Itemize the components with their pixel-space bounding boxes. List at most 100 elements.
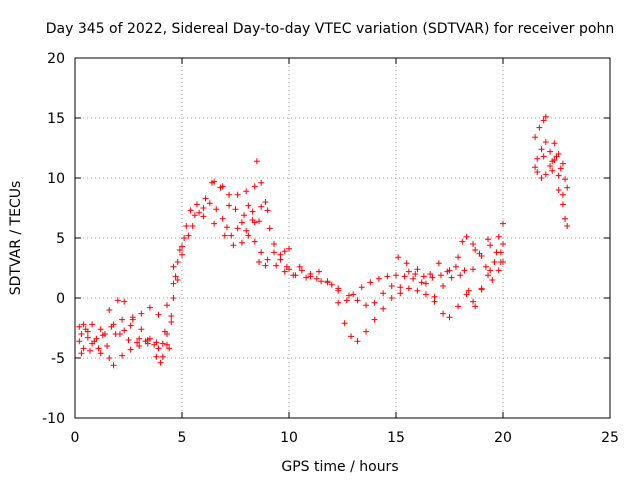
data-point	[153, 353, 160, 360]
data-point	[384, 273, 391, 280]
data-point	[455, 254, 462, 261]
data-point	[262, 262, 269, 269]
data-point	[266, 225, 273, 232]
data-point	[249, 217, 256, 223]
data-point	[228, 232, 235, 239]
data-point	[478, 285, 485, 292]
data-point	[422, 291, 429, 298]
data-point	[371, 299, 378, 306]
data-point	[251, 183, 258, 190]
data-point	[532, 164, 539, 171]
data-point	[363, 328, 370, 335]
data-point	[166, 345, 173, 352]
data-point	[238, 239, 245, 246]
data-point	[405, 268, 412, 275]
data-point	[223, 224, 230, 231]
data-point	[440, 310, 447, 317]
data-point	[136, 343, 143, 349]
data-point	[431, 293, 438, 300]
data-point	[470, 241, 477, 247]
y-tick-label: 20	[47, 51, 65, 67]
data-point	[465, 287, 472, 294]
data-point	[119, 316, 126, 323]
data-point	[380, 305, 387, 312]
data-point	[412, 271, 419, 277]
data-point	[532, 134, 539, 141]
data-point	[405, 285, 412, 292]
data-point	[161, 328, 168, 335]
data-point	[116, 331, 123, 337]
data-point	[472, 303, 479, 310]
data-point	[245, 232, 252, 239]
data-point	[420, 273, 427, 280]
x-tick-label: 20	[494, 430, 512, 446]
data-point	[363, 302, 370, 309]
data-point	[555, 151, 562, 157]
data-point	[200, 213, 207, 220]
x-tick-label: 0	[71, 430, 80, 446]
data-point	[380, 290, 387, 297]
y-tick-label: 5	[56, 231, 65, 247]
data-point	[345, 292, 352, 299]
data-point	[136, 335, 143, 342]
data-point	[164, 302, 171, 309]
data-point	[172, 273, 179, 280]
data-point	[495, 267, 502, 274]
data-point	[343, 297, 350, 304]
data-point	[500, 220, 506, 227]
x-tick-label: 5	[178, 430, 187, 446]
data-point	[200, 205, 207, 211]
data-point	[80, 345, 87, 352]
data-point	[564, 184, 571, 191]
data-point	[97, 326, 104, 333]
data-point	[234, 191, 241, 198]
x-axis-label: GPS time / hours	[281, 459, 398, 475]
data-point	[437, 272, 444, 279]
data-point	[497, 249, 504, 256]
data-point	[91, 338, 98, 345]
data-point	[277, 251, 284, 258]
data-point	[463, 233, 470, 240]
data-point	[542, 139, 549, 145]
data-point	[440, 283, 447, 289]
data-point	[324, 278, 331, 285]
data-point	[238, 219, 245, 226]
data-point	[106, 355, 113, 361]
data-point	[176, 247, 183, 253]
data-point	[463, 291, 470, 298]
data-point	[119, 352, 126, 359]
data-point	[455, 303, 462, 310]
data-point	[84, 334, 91, 341]
data-point	[534, 155, 541, 162]
data-point	[290, 272, 297, 279]
y-tick-label: -10	[42, 411, 65, 427]
data-point	[226, 202, 233, 209]
data-point	[164, 341, 171, 348]
data-point	[429, 274, 436, 281]
data-point	[146, 304, 153, 311]
data-point	[217, 184, 224, 191]
data-point	[559, 160, 566, 167]
data-point	[221, 232, 228, 239]
data-point	[170, 295, 177, 301]
data-point	[354, 338, 361, 345]
data-point	[95, 345, 102, 352]
data-point	[271, 241, 278, 247]
data-point	[283, 263, 290, 270]
data-point	[157, 359, 164, 366]
data-point	[193, 201, 200, 208]
data-point	[371, 316, 378, 323]
data-point	[78, 331, 85, 337]
data-point	[281, 268, 288, 275]
data-point	[127, 346, 134, 353]
data-point	[476, 250, 483, 257]
data-point	[219, 215, 226, 222]
data-point	[551, 140, 558, 147]
data-point	[397, 284, 404, 291]
data-point	[256, 218, 263, 225]
data-point	[375, 275, 382, 282]
data-point	[138, 326, 145, 333]
data-point	[187, 207, 194, 214]
data-point	[168, 319, 175, 325]
data-point	[307, 273, 314, 280]
